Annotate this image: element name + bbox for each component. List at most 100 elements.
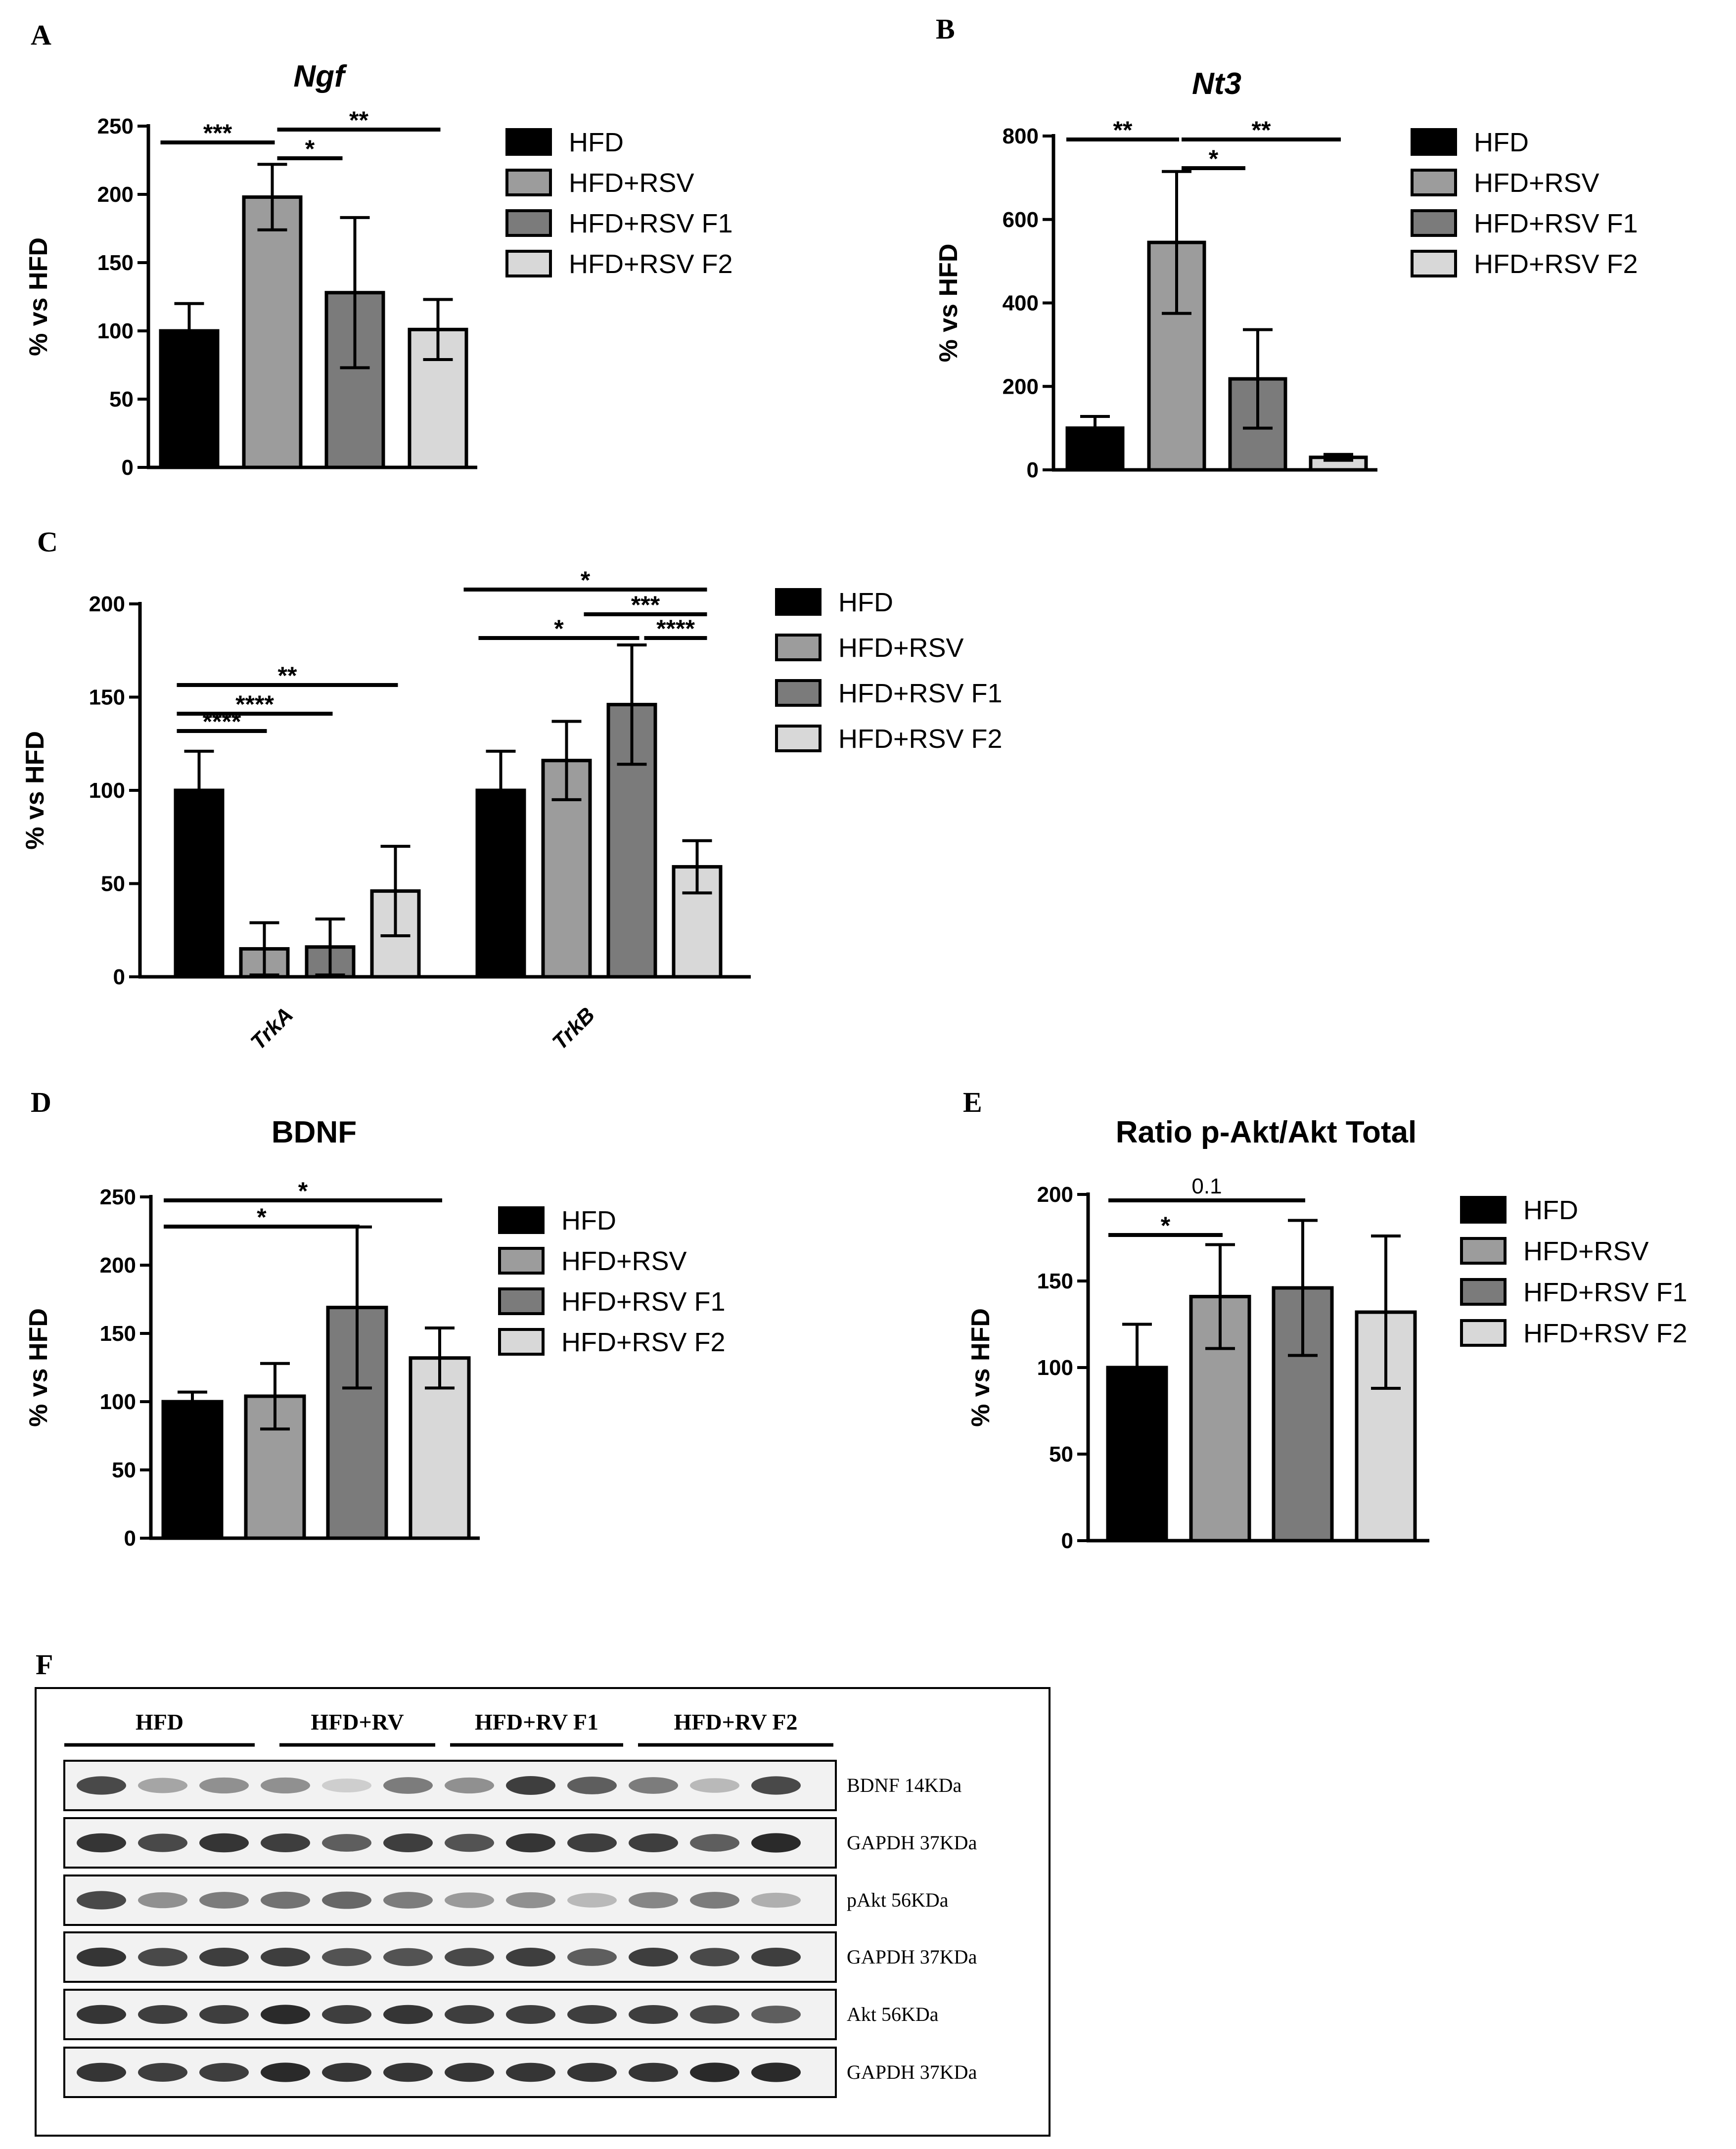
panel-d: 0 50 100 150 200 250 % vs HFD BDNF HFD HFD+RSV HFD… — [24, 1115, 726, 1551]
significance-label: ** — [1113, 116, 1133, 144]
chart-title: Ratio p-Akt/Akt Total — [1116, 1115, 1417, 1149]
y-tick-label: 50 — [109, 387, 134, 412]
y-axis-label: % vs HFD — [24, 237, 53, 356]
legend-swatch — [505, 209, 552, 237]
charts-layer: 0 50 100 150 200 250 % vs HFD Ngf HFD HFD+RSV HFD+… — [21, 59, 1688, 1553]
legend-swatch — [1411, 169, 1457, 196]
legend-label: HFD+RSV — [838, 633, 964, 663]
significance-label: **** — [656, 615, 695, 642]
blot-band — [77, 2062, 126, 2082]
significance-label: * — [554, 615, 564, 642]
y-tick-label: 150 — [97, 251, 134, 275]
legend-swatch — [1460, 1237, 1507, 1265]
blot-band — [506, 1776, 555, 1795]
legend-label: HFD+RSV F2 — [1474, 249, 1638, 279]
significance-label: *** — [631, 591, 660, 619]
blot-band — [383, 1892, 433, 1909]
blot-band — [629, 2062, 678, 2082]
blot-row-label: GAPDH 37KDa — [847, 1946, 977, 1968]
blot-band — [629, 1892, 678, 1909]
y-tick-label: 400 — [1003, 291, 1039, 316]
blot-row: pAkt 56KDa — [63, 1875, 949, 1926]
blot-band — [567, 2005, 617, 2024]
legend-label: HFD — [569, 128, 624, 157]
category-label: TrkB — [548, 1003, 599, 1054]
blot-band — [445, 1948, 494, 1966]
y-axis-label: % vs HFD — [966, 1308, 995, 1427]
significance-label: * — [305, 135, 315, 163]
panel-b: 0 200 400 600 800 % vs HFD Nt3 HFD HFD+RSV HFD+RS… — [934, 67, 1638, 482]
blot-band — [261, 2062, 310, 2082]
blot-band — [138, 1778, 187, 1793]
legend-label: HFD — [561, 1206, 616, 1235]
blot-band — [690, 2062, 739, 2082]
legend-label: HFD+RSV — [1523, 1236, 1649, 1266]
legend-label: HFD — [838, 588, 893, 617]
blot-band — [751, 1776, 801, 1795]
panel-letter-d: D — [31, 1086, 51, 1118]
blot-band — [138, 1833, 187, 1852]
blot-band — [567, 1833, 617, 1852]
blot-band — [567, 1777, 617, 1794]
legend-swatch — [505, 128, 552, 156]
blot-band — [445, 1833, 494, 1852]
blot-band — [751, 1892, 801, 1908]
significance-label: **** — [235, 690, 274, 718]
bar — [1355, 1310, 1417, 1543]
significance-label: * — [1209, 145, 1219, 173]
blot-row-label: GAPDH 37KDa — [847, 2061, 977, 2083]
blot-band — [77, 1776, 126, 1795]
blot-row-label: BDNF 14KDa — [847, 1774, 961, 1796]
y-tick-label: 150 — [1037, 1269, 1073, 1293]
legend-label: HFD+RSV F2 — [838, 724, 1003, 754]
legend-label: HFD+RSV F1 — [569, 209, 733, 238]
y-tick-label: 200 — [1037, 1183, 1073, 1207]
legend-swatch — [1460, 1278, 1507, 1306]
blot-group-label: HFD+RV — [311, 1709, 404, 1735]
panel-e: 0 50 100 150 200 % vs HFD Ratio p-Akt/Akt Tota… — [966, 1115, 1688, 1553]
blot-row-label: GAPDH 37KDa — [847, 1831, 977, 1854]
y-tick-label: 800 — [1003, 124, 1039, 148]
y-tick-label: 150 — [100, 1322, 136, 1346]
blot-band — [77, 1891, 126, 1910]
panel-letter-c: C — [37, 526, 58, 558]
blot-band — [506, 1892, 555, 1909]
blot-band — [629, 2005, 678, 2024]
blot-band — [567, 2062, 617, 2082]
y-tick-label: 0 — [124, 1526, 136, 1551]
blot-band — [383, 2062, 433, 2082]
legend-swatch — [505, 169, 552, 196]
blot-band — [261, 1833, 310, 1852]
legend-label: HFD+RSV F2 — [569, 249, 733, 279]
blot-band — [77, 2005, 126, 2024]
y-tick-label: 50 — [1049, 1442, 1073, 1466]
panel-letter-a: A — [31, 19, 51, 51]
significance-label: ** — [1252, 116, 1271, 144]
blot-band — [506, 2062, 555, 2082]
blot-band — [567, 1893, 617, 1908]
blot-band — [629, 1833, 678, 1852]
panel-a: 0 50 100 150 200 250 % vs HFD Ngf HFD HFD+RSV HFD+… — [24, 59, 733, 480]
blot-band — [199, 1833, 249, 1853]
blot-row: GAPDH 37KDa — [63, 2047, 977, 2098]
blot-row: GAPDH 37KDa — [63, 1817, 977, 1869]
blot-band — [751, 2062, 801, 2082]
legend-label: HFD+RSV — [569, 168, 694, 198]
blot-band — [445, 2005, 494, 2024]
y-tick-label: 100 — [97, 319, 134, 343]
legend-label: HFD — [1474, 128, 1529, 157]
blot-band — [261, 1891, 310, 1909]
y-tick-label: 50 — [101, 872, 125, 896]
blot-band — [322, 1834, 371, 1852]
chart-title: Nt3 — [1192, 67, 1241, 101]
legend-swatch — [1411, 209, 1457, 237]
legend-swatch — [498, 1287, 545, 1315]
blot-band — [322, 2062, 371, 2082]
blot-band — [322, 1948, 371, 1966]
legend-swatch — [775, 634, 822, 661]
legend-label: HFD+RSV — [1474, 168, 1599, 198]
y-tick-label: 250 — [100, 1185, 136, 1209]
legend-label: HFD+RSV F1 — [561, 1287, 726, 1317]
y-axis-label: % vs HFD — [24, 1308, 53, 1427]
